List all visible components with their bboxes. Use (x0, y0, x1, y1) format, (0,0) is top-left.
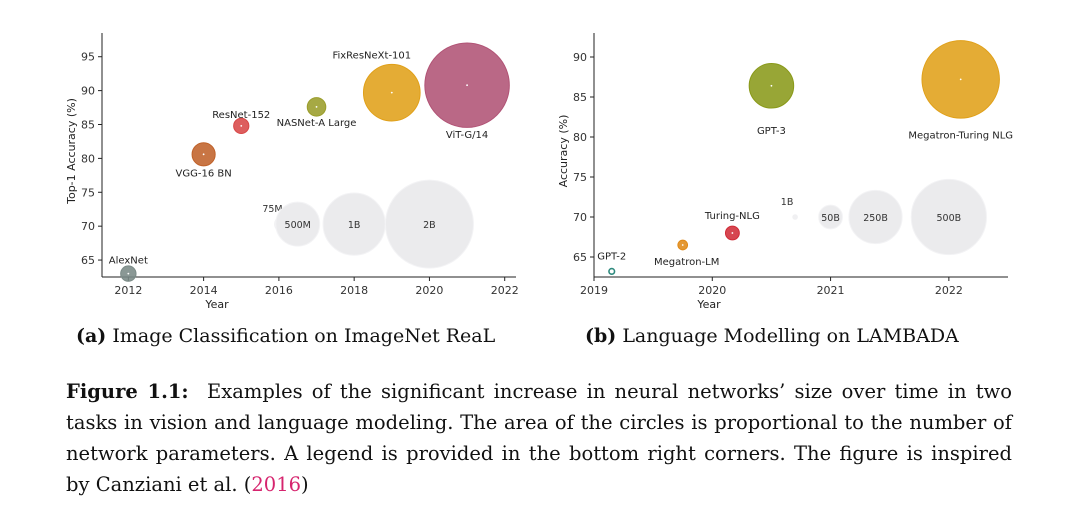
subcaption-b-label: (b) (585, 325, 617, 347)
point-label: Turing-NLG (704, 211, 760, 222)
legend-bubble (275, 201, 321, 247)
citation-link[interactable]: 2016 (251, 473, 302, 496)
data-point-center (390, 91, 393, 94)
chart-image-classification: 65 70 75 80 85 90 95 2012 2014 2016 2018 2020 2022 Ye… (65, 33, 519, 311)
legend-label: 50B (821, 213, 840, 224)
subcaption-a-text: Image Classification on ImageNet ReaL (112, 325, 496, 347)
x-tick-label: 2020 (415, 284, 443, 297)
caption-label: Figure 1.1: (66, 380, 189, 403)
y-tick-label: 70 (573, 211, 587, 224)
y-tick-label: 70 (81, 220, 95, 233)
legend-bubble (818, 204, 843, 230)
legend-label: 500M (285, 220, 311, 231)
legend-label: 1B (348, 220, 361, 231)
legend-bubble (910, 178, 987, 256)
point-label: VGG-16 BN (176, 168, 232, 179)
point-label: FixResNeXt-101 (332, 51, 411, 62)
data-point-center (127, 272, 130, 275)
subcaption-b: (b) Language Modelling on LAMBADA (585, 325, 959, 347)
subcaption-a-label: (a) (76, 325, 107, 347)
data-point-center (610, 270, 613, 273)
chart-language-modelling: 65 70 75 80 85 90 2019 2020 2021 2022 Year Accuracy… (557, 33, 1013, 311)
caption-text: Examples of the significant increase in … (66, 380, 1012, 496)
legend-bubble (848, 189, 903, 245)
caption-close: ) (301, 473, 309, 496)
y-tick-label: 80 (573, 131, 587, 144)
point-label: GPT-2 (597, 251, 626, 262)
legend-bubble (792, 214, 798, 220)
point-label: GPT-3 (757, 126, 786, 137)
x-tick-label: 2012 (114, 284, 142, 297)
point-label: AlexNet (109, 256, 148, 267)
y-tick-label: 80 (81, 152, 95, 165)
figure-caption: Figure 1.1: Examples of the significant … (66, 376, 1012, 500)
x-tick-label: 2014 (190, 284, 218, 297)
x-tick-label: 2021 (817, 284, 845, 297)
y-tick-label: 75 (81, 186, 95, 199)
x-axis-label: Year (204, 298, 229, 311)
data-point-center (731, 232, 734, 234)
data-point-center (202, 153, 205, 156)
point-label: Megatron-Turing NLG (908, 130, 1013, 141)
data-point-center (466, 84, 468, 87)
y-tick-label: 90 (573, 51, 587, 64)
legend-label: 500B (937, 213, 962, 224)
x-tick-label: 2022 (935, 284, 963, 297)
data-point-center (959, 78, 962, 81)
x-tick-label: 2019 (580, 284, 608, 297)
y-tick-label: 65 (573, 251, 587, 264)
y-tick-label: 90 (81, 85, 95, 98)
data-point-center (681, 244, 684, 246)
legend-label: 75M (262, 204, 282, 215)
figure-canvas: 65 70 75 80 85 90 95 2012 2014 2016 2018 2020 2022 Ye… (65, 33, 1013, 311)
data-point-center (770, 84, 773, 87)
subcaption-a: (a) Image Classification on ImageNet Rea… (76, 325, 495, 347)
y-tick-label: 65 (81, 254, 95, 267)
point-label: NASNet-A Large (277, 118, 357, 129)
x-tick-label: 2018 (340, 284, 368, 297)
y-axis-label: Accuracy (%) (557, 115, 570, 188)
legend-bubble (384, 179, 474, 269)
legend-label: 2B (423, 220, 436, 231)
legend-label: 250B (863, 213, 888, 224)
data-point-center (315, 105, 318, 108)
x-tick-label: 2020 (698, 284, 726, 297)
point-label: Megatron-LM (654, 257, 719, 268)
x-axis-label: Year (696, 298, 721, 311)
legend-label: 1B (781, 197, 794, 208)
y-tick-label: 85 (81, 119, 95, 132)
x-tick-label: 2016 (265, 284, 293, 297)
y-tick-label: 75 (573, 171, 587, 184)
point-label: ResNet-152 (212, 110, 270, 121)
data-point-center (240, 124, 243, 127)
y-axis-label: Top-1 Accuracy (%) (65, 98, 78, 205)
y-tick-label: 85 (573, 91, 587, 104)
y-tick-label: 95 (81, 51, 95, 64)
x-tick-label: 2022 (491, 284, 519, 297)
subcaption-b-text: Language Modelling on LAMBADA (622, 325, 959, 347)
point-label: ViT-G/14 (446, 130, 488, 141)
